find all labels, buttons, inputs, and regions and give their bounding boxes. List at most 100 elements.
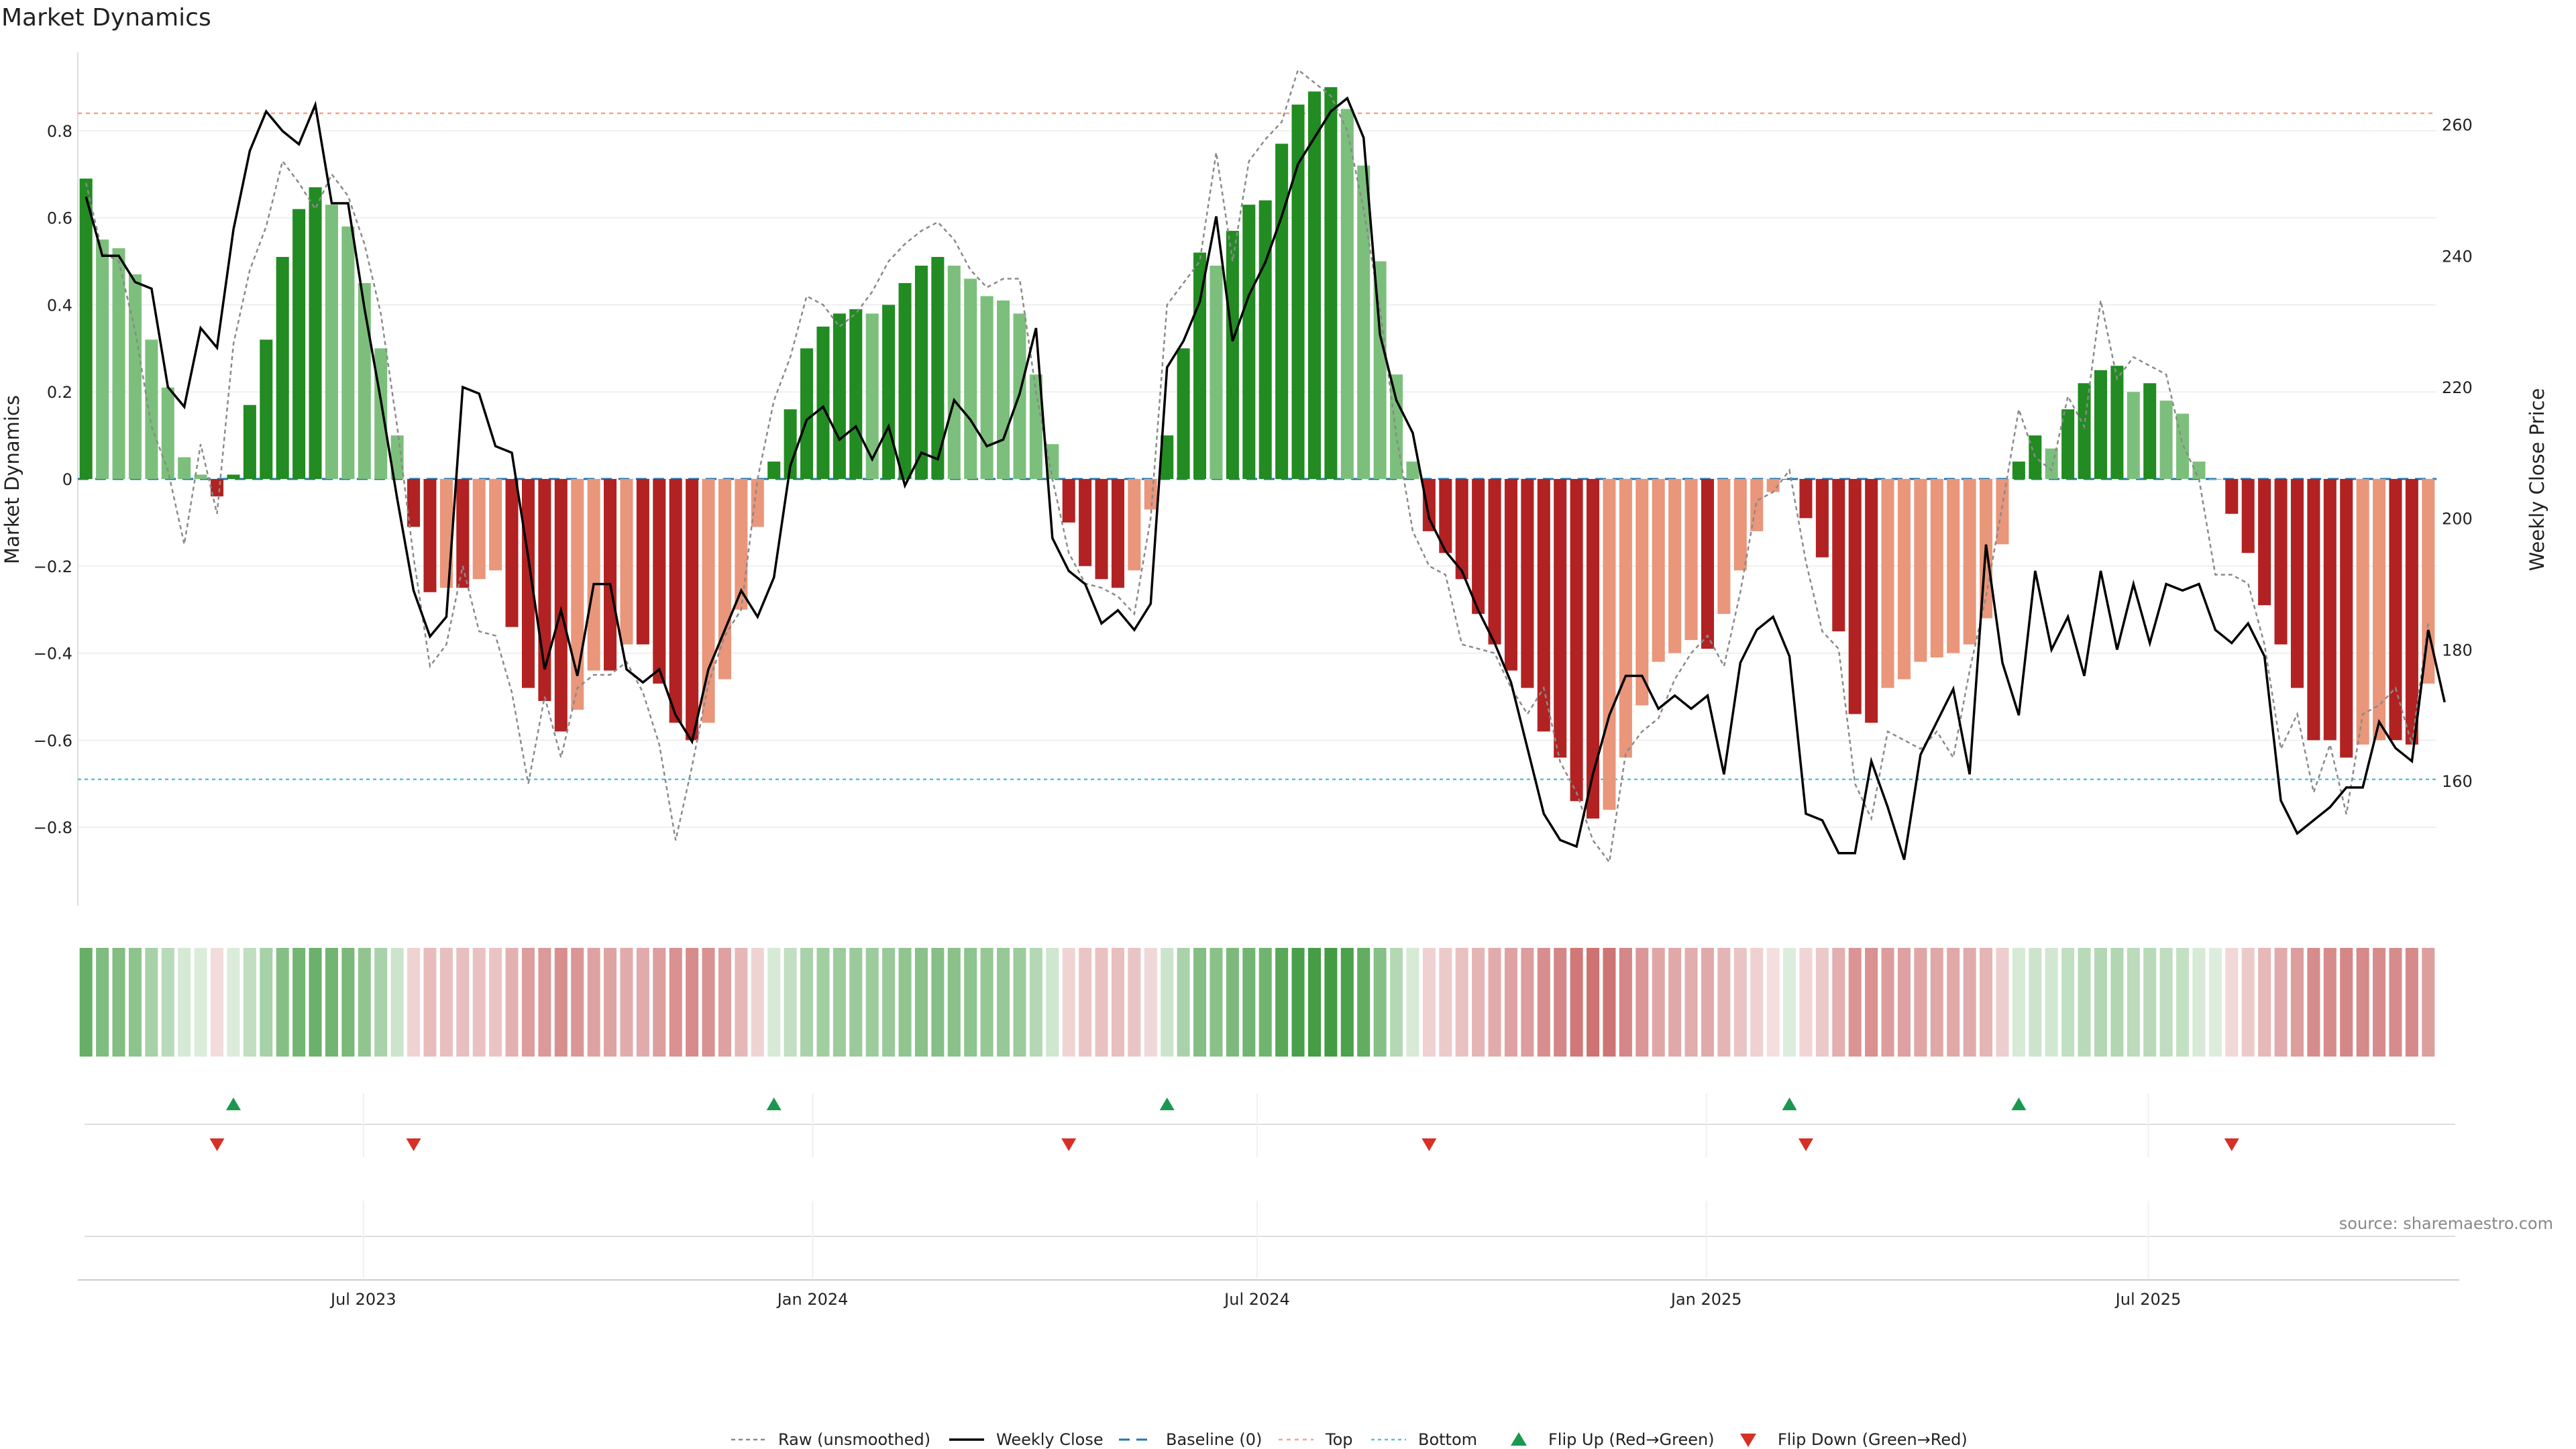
dynamics-bar (833, 313, 846, 479)
heat-cell (538, 948, 551, 1057)
heat-cell (2061, 948, 2075, 1057)
dynamics-bar (161, 387, 174, 479)
heat-cell (2029, 948, 2042, 1057)
dynamics-bar (931, 257, 945, 479)
heat-cell (1537, 948, 1550, 1057)
dynamics-bar (456, 479, 470, 588)
weekly-close-series (85, 96, 2446, 861)
dynamics-bar (849, 309, 863, 479)
dynamics-bar (735, 479, 748, 610)
heat-cell (882, 948, 896, 1057)
heat-cell (1947, 948, 1960, 1057)
dynamics-bar (587, 479, 600, 671)
dynamics-bar (227, 474, 240, 479)
heat-cell (309, 948, 322, 1057)
heat-cell (194, 948, 207, 1057)
dynamics-bars (79, 87, 2435, 819)
heat-cell (2127, 948, 2140, 1057)
dynamics-bar (686, 479, 699, 741)
dynamics-bar (1079, 479, 1092, 566)
heat-cell (145, 948, 158, 1057)
dynamics-bar (1177, 348, 1190, 479)
heat-cell (341, 948, 355, 1057)
heat-cell (2356, 948, 2369, 1057)
heat-cell (2045, 948, 2058, 1057)
y-tick-label: 0.8 (47, 122, 72, 141)
dynamics-bar (620, 479, 633, 645)
dynamics-bar (128, 274, 142, 479)
flip-down-marker (1421, 1138, 1437, 1151)
heat-cell (931, 948, 945, 1057)
heat-cell (2422, 948, 2435, 1057)
dynamics-bar (423, 479, 437, 592)
dynamics-bar (341, 226, 355, 479)
dynamics-bar (1357, 165, 1371, 480)
dynamics-bar (1733, 479, 1747, 571)
heat-cell (1832, 948, 1845, 1057)
y-axis-ticks: 0.8 0.6 0.4 0.2 0 −0.2 −0.4 −0.6 −0.8 (34, 122, 72, 837)
heat-cell (1603, 948, 1616, 1057)
dynamics-bar (653, 479, 666, 684)
dynamics-bar (784, 409, 797, 479)
dynamics-bar (751, 479, 764, 527)
dynamics-bar (2159, 400, 2173, 479)
dynamics-bar (178, 457, 191, 479)
heat-cell (178, 948, 191, 1057)
dynamics-bar (636, 479, 649, 645)
legend-label: Flip Up (Red→Green) (1548, 1430, 1715, 1449)
heat-cell (1799, 948, 1813, 1057)
dynamics-bar (2307, 479, 2320, 741)
heat-cell (1717, 948, 1731, 1057)
heat-cell (1144, 948, 1157, 1057)
heat-cell (2258, 948, 2271, 1057)
heat-cell (1881, 948, 1894, 1057)
flip-down-marker (1061, 1138, 1077, 1151)
dynamics-bar (947, 266, 961, 479)
heat-cell (1275, 948, 1289, 1057)
heat-cell (686, 948, 699, 1057)
dynamics-bar (1324, 87, 1338, 480)
heat-cell (374, 948, 388, 1057)
y2-tick-label: 260 (2442, 116, 2473, 135)
heat-cell (1587, 948, 1600, 1057)
heat-cell (2143, 948, 2157, 1057)
heat-cell (1357, 948, 1371, 1057)
dynamics-bar (276, 257, 289, 479)
heat-cell (2373, 948, 2386, 1057)
heat-cell (161, 948, 174, 1057)
x-axis-ticks: Jul 2023 Jan 2024 Jul 2024 Jan 2025 Jul 2025 (329, 1093, 2181, 1309)
dynamics-bar (2373, 479, 2386, 741)
dynamics-bar (1587, 479, 1600, 819)
heat-cell (1554, 948, 1567, 1057)
dynamics-bar (997, 300, 1010, 479)
heat-cell (112, 948, 125, 1057)
dynamics-bar (1537, 479, 1550, 732)
dynamics-bar (505, 479, 519, 627)
heat-cell (1307, 948, 1321, 1057)
dynamics-bar (2356, 479, 2369, 745)
y2-tick-label: 180 (2442, 641, 2473, 659)
dynamics-bar (2094, 370, 2107, 479)
dynamics-bar (1406, 462, 1419, 479)
dynamics-bar (865, 313, 879, 479)
dynamics-bar (1029, 374, 1042, 479)
dynamics-bar (1258, 200, 1272, 479)
dynamics-bar (914, 266, 928, 479)
heat-cell (276, 948, 289, 1057)
heat-cell (1373, 948, 1387, 1057)
dynamics-bar (2208, 479, 2222, 480)
dynamics-bar (1472, 479, 1485, 614)
dynamics-bar (800, 348, 814, 479)
heat-cell (604, 948, 617, 1057)
dynamics-bar (2422, 479, 2435, 684)
dynamics-bar (292, 209, 306, 479)
dynamics-bar (407, 479, 421, 527)
heat-cell (407, 948, 421, 1057)
dynamics-bar (2323, 479, 2337, 741)
heat-cell (1406, 948, 1419, 1057)
lower-panel (78, 1236, 2459, 1281)
heat-cell (1128, 948, 1141, 1057)
dynamics-bar (96, 239, 109, 479)
heat-cell (1013, 948, 1026, 1057)
dynamics-bar (1062, 479, 1075, 523)
